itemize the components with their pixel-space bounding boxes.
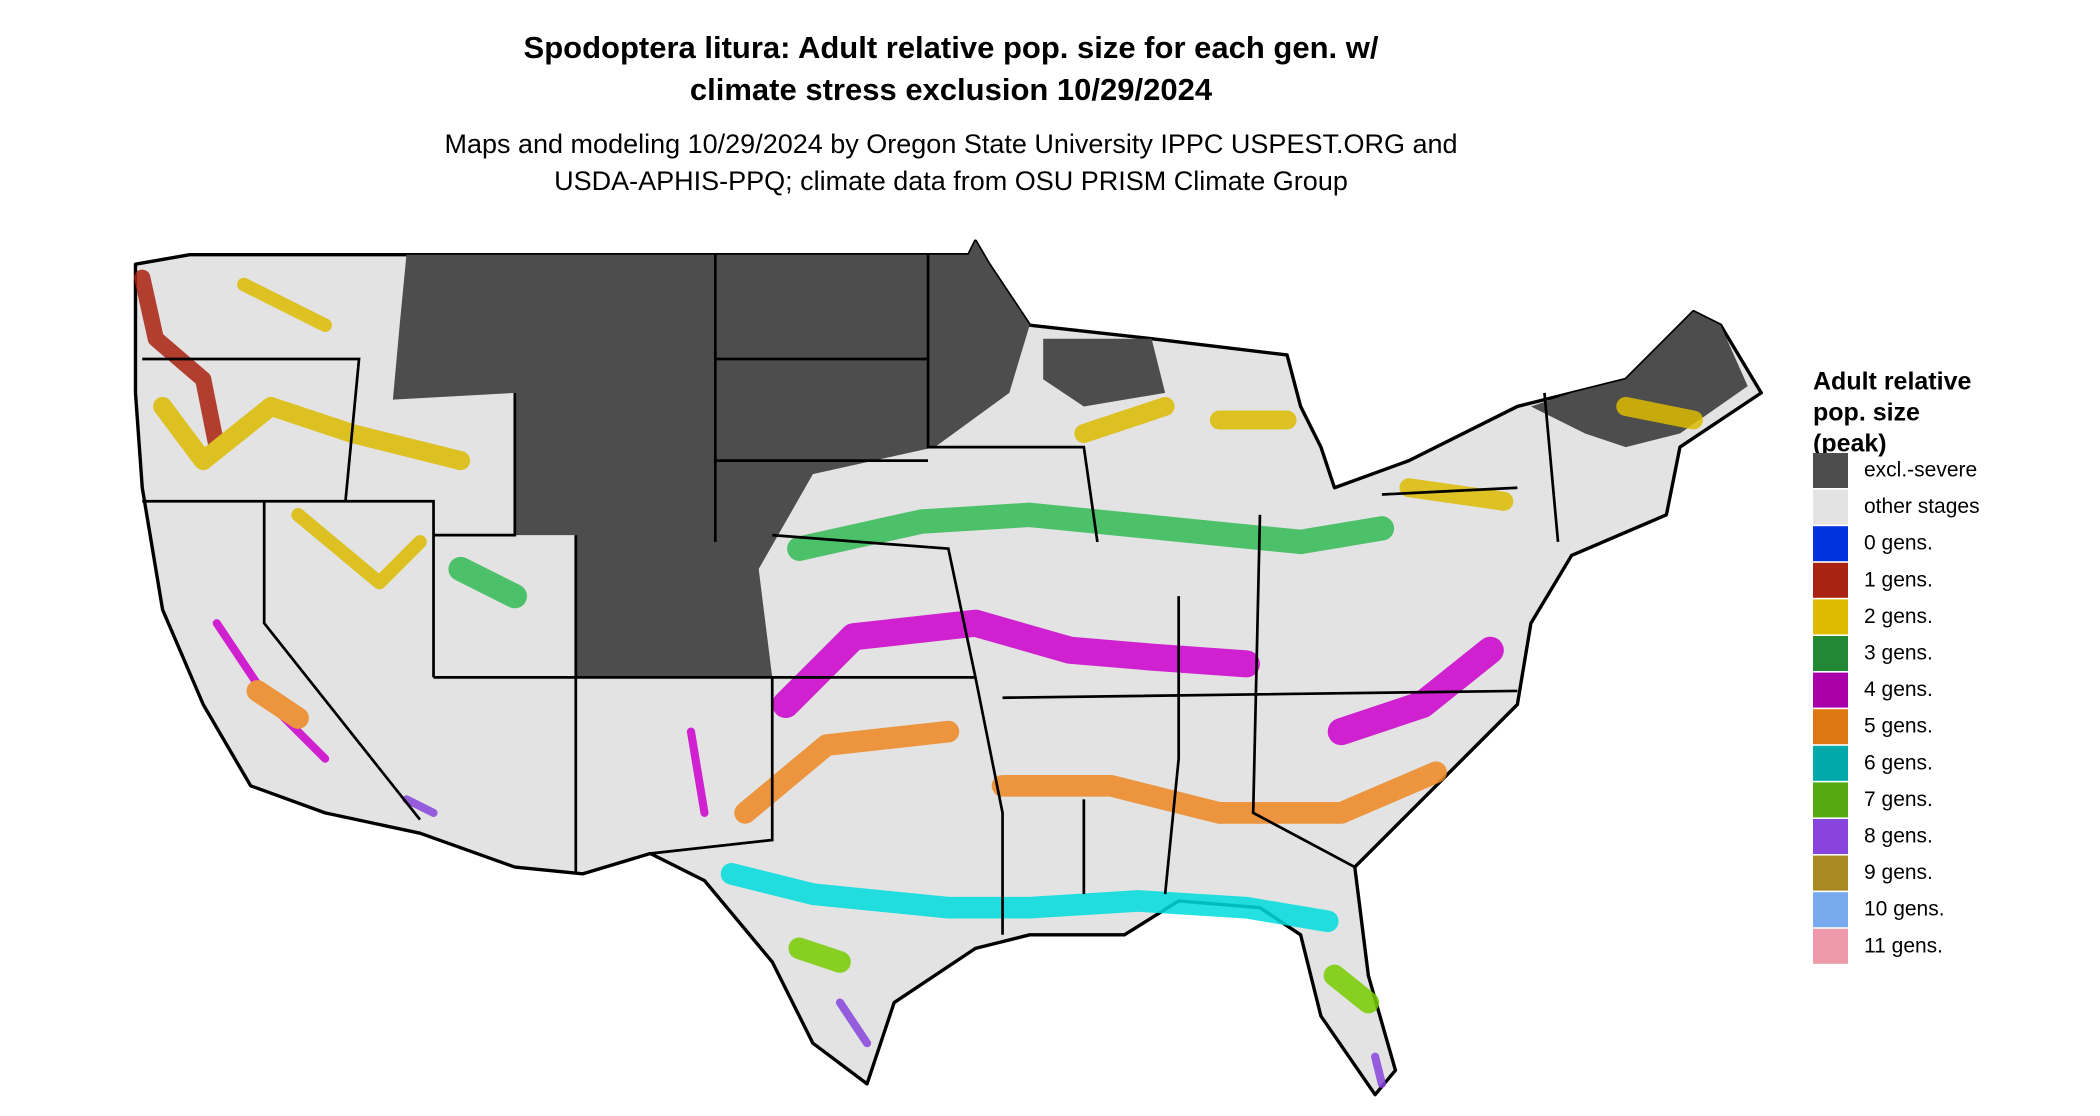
legend-swatch	[1813, 489, 1848, 525]
legend-label: 1 gens.	[1864, 568, 1933, 591]
legend-swatch	[1813, 453, 1848, 488]
legend-label: 6 gens.	[1864, 751, 1933, 774]
band	[153, 396, 1703, 511]
state-borders	[142, 254, 1560, 935]
legend-label: 3 gens.	[1864, 642, 1933, 665]
legend-swatch	[1813, 782, 1848, 818]
legend-title: Adult relative	[1813, 368, 1971, 396]
band	[448, 502, 1395, 609]
legend-title: (peak)	[1813, 430, 1887, 458]
legend-swatch	[1813, 855, 1848, 891]
legend-swatch	[1813, 892, 1848, 928]
legend-title: pop. size	[1813, 399, 1920, 427]
generation-bands	[134, 269, 1703, 1088]
legend-swatch	[1813, 819, 1848, 854]
legend-label: 7 gens.	[1864, 788, 1933, 811]
legend-label: 2 gens.	[1864, 605, 1933, 628]
band	[402, 795, 1386, 1088]
legend-label: 8 gens.	[1864, 825, 1933, 848]
title: Spodoptera litura: Adult relative pop. s…	[524, 30, 1379, 65]
legend-label: 4 gens.	[1864, 678, 1933, 701]
legend-swatch	[1813, 709, 1848, 745]
border	[142, 254, 1560, 935]
legend-swatch	[1813, 928, 1848, 964]
band	[720, 863, 1339, 933]
band	[237, 277, 427, 590]
legend-label: excl.-severe	[1864, 459, 1977, 482]
us-map	[133, 239, 1763, 1097]
legend: Adult relative pop. size (peak)excl.-sever…	[1813, 368, 1980, 964]
exclusion-zone	[392, 241, 1030, 678]
legend-swatch	[1813, 672, 1848, 708]
legend-label: 0 gens.	[1864, 532, 1933, 555]
legend-label: 11 gens.	[1864, 934, 1943, 957]
subtitle: Maps and modeling 10/29/2024 by Oregon S…	[444, 129, 1457, 159]
legend-label: 5 gens.	[1864, 715, 1933, 738]
title: climate stress exclusion 10/29/2024	[690, 72, 1213, 107]
exclusion-zone	[1043, 338, 1166, 407]
band	[772, 609, 1504, 746]
legend-swatch	[1813, 636, 1848, 671]
subtitle: USDA-APHIS-PPQ; climate data from OSU PR…	[554, 166, 1348, 196]
band	[788, 937, 1380, 1014]
legend-label: 10 gens.	[1864, 898, 1945, 921]
legend-label: 9 gens.	[1864, 861, 1933, 884]
legend-label: other stages	[1864, 495, 1980, 518]
legend-swatch	[1813, 745, 1848, 781]
legend-swatch	[1813, 599, 1848, 635]
legend-swatch	[1813, 562, 1848, 598]
legend-swatch	[1813, 526, 1848, 562]
